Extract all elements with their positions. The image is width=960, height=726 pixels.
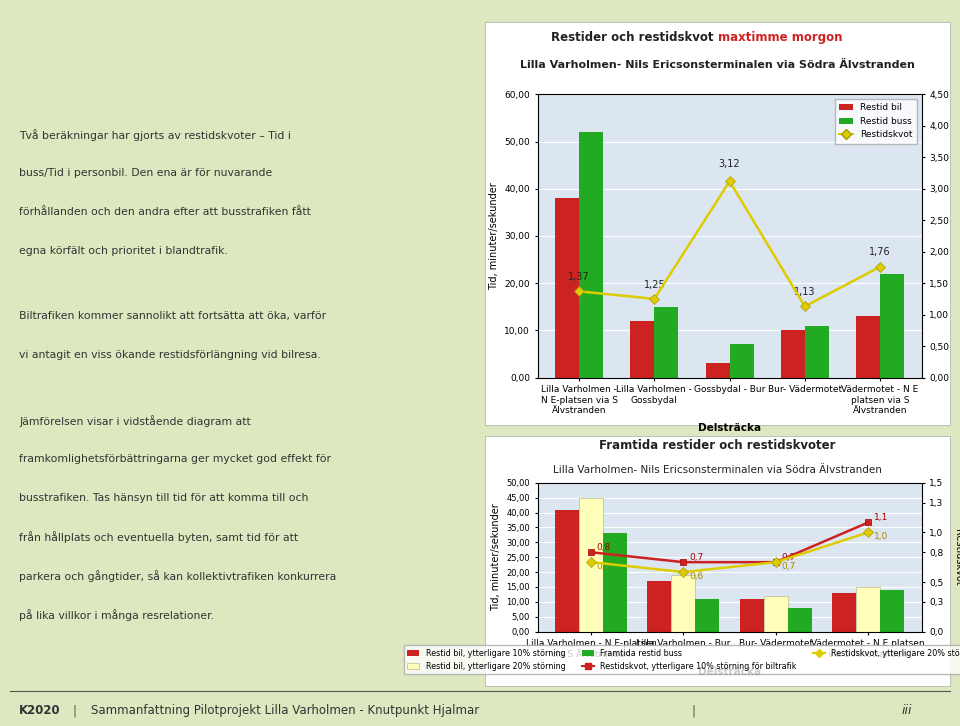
Bar (832, 593, 856, 632)
Text: förhållanden och den andra efter att busstrafiken fått: förhållanden och den andra efter att bus… (19, 207, 311, 217)
Bar (671, 575, 695, 632)
Text: maxtimme morgon: maxtimme morgon (718, 30, 842, 44)
Bar (706, 364, 730, 378)
Bar (579, 498, 603, 632)
Text: Biltrafiken kommer sannolikt att fortsätta att öka, varför: Biltrafiken kommer sannolikt att fortsät… (19, 311, 326, 321)
Text: 0,7: 0,7 (689, 552, 704, 562)
Bar (856, 587, 880, 632)
Text: Två beräkningar har gjorts av restidskvoter – Tid i: Två beräkningar har gjorts av restidskvo… (19, 129, 291, 142)
Legend: Restid bil, Restid buss, Restidskvot: Restid bil, Restid buss, Restidskvot (835, 99, 917, 144)
Bar (780, 330, 804, 378)
Text: |: | (691, 704, 695, 717)
Text: Lilla Varholmen- Nils Ericsonsterminalen via Södra Älvstranden: Lilla Varholmen- Nils Ericsonsterminalen… (553, 465, 882, 475)
Text: Jämförelsen visar i vidstående diagram att: Jämförelsen visar i vidstående diagram a… (19, 415, 251, 427)
Text: parkera och gångtider, så kan kollektivtrafiken konkurrera: parkera och gångtider, så kan kollektivt… (19, 570, 336, 582)
Text: 0,7: 0,7 (781, 552, 796, 562)
Text: Sammanfattning Pilotprojekt Lilla Varholmen - Knutpunkt Hjalmar: Sammanfattning Pilotprojekt Lilla Varhol… (91, 704, 479, 717)
Text: framkomlighetsförbättringarna ger mycket god effekt för: framkomlighetsförbättringarna ger mycket… (19, 454, 331, 464)
Text: Framtida restider och restidskvoter: Framtida restider och restidskvoter (599, 439, 836, 452)
Bar (880, 590, 904, 632)
Bar (647, 581, 671, 632)
Text: 1,76: 1,76 (869, 248, 891, 258)
Bar (730, 345, 754, 378)
Bar (555, 198, 579, 378)
Text: vi antagit en viss ökande restidsförlängning vid bilresa.: vi antagit en viss ökande restidsförläng… (19, 350, 321, 360)
Legend: Restid bil, ytterligare 10% störning, Restid bil, ytterligare 20% störning, Fram: Restid bil, ytterligare 10% störning, Re… (404, 645, 960, 674)
Text: Lilla Varholmen- Nils Ericsonsterminalen via Södra Älvstranden: Lilla Varholmen- Nils Ericsonsterminalen… (520, 60, 915, 70)
Bar (695, 599, 719, 632)
Bar (788, 608, 812, 632)
Text: 0,7: 0,7 (781, 562, 796, 571)
Text: egna körfält och prioritet i blandtrafik.: egna körfält och prioritet i blandtrafik… (19, 245, 228, 256)
Bar (740, 599, 764, 632)
X-axis label: Delsträcka: Delsträcka (698, 423, 761, 433)
Bar (555, 510, 579, 632)
Text: 0,7: 0,7 (596, 562, 611, 571)
Bar (880, 274, 904, 378)
Text: buss/Tid i personbil. Den ena är för nuvarande: buss/Tid i personbil. Den ena är för nuv… (19, 168, 273, 178)
Text: 3,12: 3,12 (719, 160, 740, 169)
Text: Restider och restidskvot: Restider och restidskvot (551, 30, 718, 44)
Text: 1,1: 1,1 (874, 513, 888, 522)
Text: på lika villkor i många resrelationer.: på lika villkor i många resrelationer. (19, 608, 214, 621)
Text: 1,25: 1,25 (643, 280, 665, 290)
Text: |: | (72, 704, 76, 717)
Text: 0,6: 0,6 (689, 571, 704, 581)
Y-axis label: Restidskvot: Restidskvot (959, 208, 960, 264)
X-axis label: Delsträcka: Delsträcka (698, 667, 761, 677)
Text: från hållplats och eventuella byten, samt tid för att: från hållplats och eventuella byten, sam… (19, 531, 299, 543)
Y-axis label: Restidskvot: Restidskvot (953, 529, 960, 585)
Text: 0,8: 0,8 (596, 543, 611, 552)
Text: 1,0: 1,0 (874, 532, 888, 541)
Text: busstrafiken. Tas hänsyn till tid för att komma till och: busstrafiken. Tas hänsyn till tid för at… (19, 493, 308, 502)
Bar (804, 325, 828, 378)
Text: 1,13: 1,13 (794, 287, 816, 297)
Bar (603, 534, 627, 632)
Bar (631, 321, 655, 378)
Text: iii: iii (901, 704, 912, 717)
Bar (579, 132, 603, 378)
Bar (764, 596, 788, 632)
Bar (655, 306, 679, 378)
Y-axis label: Tid, minuter/sekunder: Tid, minuter/sekunder (489, 182, 498, 290)
Bar (856, 317, 880, 378)
Y-axis label: Tid, minuter/sekunder: Tid, minuter/sekunder (491, 503, 501, 611)
Text: 1,37: 1,37 (568, 272, 590, 282)
Text: K2020: K2020 (19, 704, 60, 717)
